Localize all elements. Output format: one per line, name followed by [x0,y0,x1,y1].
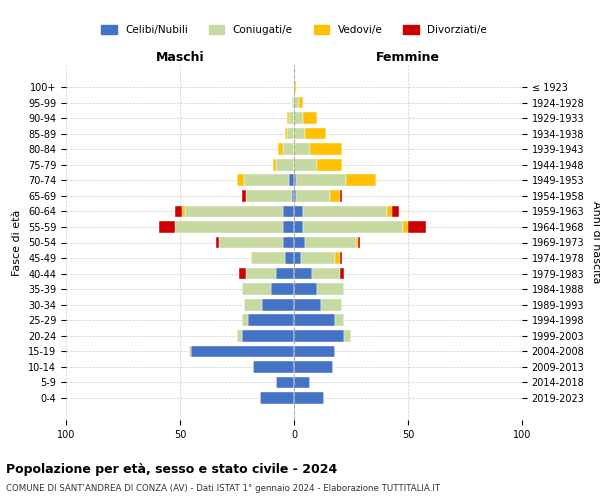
Bar [292,96,294,108]
Bar [175,206,182,217]
Bar [287,112,289,124]
Bar [294,314,335,326]
Bar [292,190,294,202]
Text: Maschi: Maschi [155,50,205,64]
Bar [358,236,360,248]
Bar [294,346,335,357]
Y-axis label: Fasce di età: Fasce di età [13,210,22,276]
Bar [289,112,294,124]
Text: Popolazione per età, sesso e stato civile - 2024: Popolazione per età, sesso e stato civil… [6,462,337,475]
Bar [191,346,294,357]
Bar [303,221,403,233]
Bar [294,330,344,342]
Bar [294,128,305,140]
Bar [283,206,294,217]
Bar [296,174,346,186]
Bar [237,330,242,342]
Bar [294,174,296,186]
Bar [160,221,175,233]
Legend: Celibi/Nubili, Coniugati/e, Vedovi/e, Divorziati/e: Celibi/Nubili, Coniugati/e, Vedovi/e, Di… [97,20,491,39]
Bar [392,206,399,217]
Bar [303,112,317,124]
Bar [283,236,294,248]
Bar [408,221,426,233]
Bar [388,206,392,217]
Bar [294,159,317,170]
Bar [294,81,296,93]
Bar [294,236,305,248]
Bar [260,392,294,404]
Bar [301,252,335,264]
Bar [310,144,342,155]
Bar [278,144,283,155]
Bar [294,112,303,124]
Bar [285,252,294,264]
Bar [317,159,342,170]
Bar [294,299,322,310]
Bar [244,174,289,186]
Bar [287,128,294,140]
Bar [356,236,358,248]
Bar [276,268,294,280]
Bar [239,268,246,280]
Bar [344,330,351,342]
Y-axis label: Anni di nascita: Anni di nascita [591,201,600,284]
Bar [185,206,283,217]
Bar [248,314,294,326]
Bar [175,221,283,233]
Bar [242,314,248,326]
Bar [340,268,344,280]
Bar [403,221,408,233]
Bar [262,299,294,310]
Bar [335,314,344,326]
Bar [283,221,294,233]
Bar [182,206,185,217]
Bar [322,299,342,310]
Bar [294,361,333,373]
Bar [242,284,271,295]
Bar [285,128,287,140]
Bar [251,252,285,264]
Bar [346,174,376,186]
Bar [217,236,219,248]
Bar [253,361,294,373]
Bar [305,128,326,140]
Bar [242,190,246,202]
Bar [312,268,340,280]
Bar [294,392,323,404]
Bar [219,236,283,248]
Bar [276,159,294,170]
Bar [276,376,294,388]
Bar [294,221,303,233]
Bar [296,190,331,202]
Bar [340,190,342,202]
Bar [340,252,342,264]
Bar [189,346,191,357]
Bar [294,268,312,280]
Text: Femmine: Femmine [376,50,440,64]
Bar [335,252,340,264]
Bar [294,144,310,155]
Bar [244,299,262,310]
Bar [299,96,303,108]
Bar [294,252,301,264]
Bar [242,330,294,342]
Bar [294,206,303,217]
Bar [331,190,340,202]
Bar [271,284,294,295]
Bar [246,190,292,202]
Bar [294,376,310,388]
Bar [305,236,356,248]
Bar [294,190,296,202]
Bar [294,96,299,108]
Bar [303,206,388,217]
Bar [237,174,244,186]
Bar [294,284,317,295]
Bar [283,144,294,155]
Bar [289,174,294,186]
Bar [317,284,344,295]
Bar [274,159,276,170]
Text: COMUNE DI SANT'ANDREA DI CONZA (AV) - Dati ISTAT 1° gennaio 2024 - Elaborazione : COMUNE DI SANT'ANDREA DI CONZA (AV) - Da… [6,484,440,493]
Bar [246,268,276,280]
